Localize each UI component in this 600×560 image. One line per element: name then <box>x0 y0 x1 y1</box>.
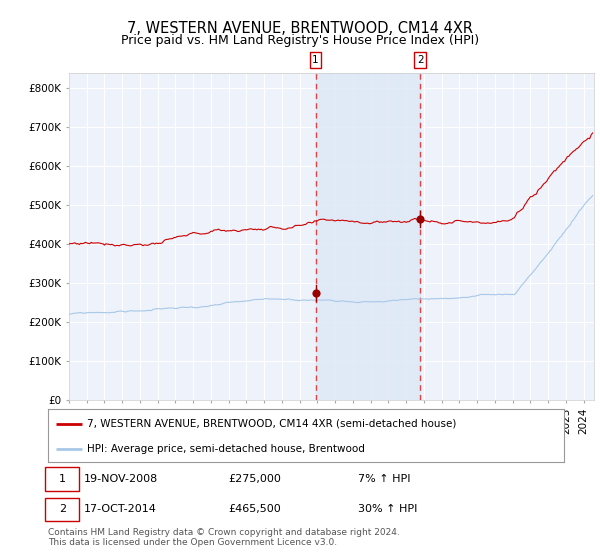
Text: 2: 2 <box>417 55 424 65</box>
Text: £275,000: £275,000 <box>229 474 281 484</box>
Text: 2: 2 <box>59 505 66 515</box>
FancyBboxPatch shape <box>46 498 79 521</box>
Text: 1: 1 <box>59 474 65 484</box>
Text: 7% ↑ HPI: 7% ↑ HPI <box>358 474 410 484</box>
Point <box>415 214 425 223</box>
Text: 7, WESTERN AVENUE, BRENTWOOD, CM14 4XR (semi-detached house): 7, WESTERN AVENUE, BRENTWOOD, CM14 4XR (… <box>86 419 456 429</box>
Bar <box>316 73 420 400</box>
Text: Contains HM Land Registry data © Crown copyright and database right 2024.
This d: Contains HM Land Registry data © Crown c… <box>48 528 400 547</box>
Text: 17-OCT-2014: 17-OCT-2014 <box>84 505 157 515</box>
Text: 19-NOV-2008: 19-NOV-2008 <box>84 474 158 484</box>
FancyBboxPatch shape <box>46 467 79 491</box>
Text: 7, WESTERN AVENUE, BRENTWOOD, CM14 4XR: 7, WESTERN AVENUE, BRENTWOOD, CM14 4XR <box>127 21 473 36</box>
Text: £465,500: £465,500 <box>229 505 281 515</box>
Text: HPI: Average price, semi-detached house, Brentwood: HPI: Average price, semi-detached house,… <box>86 444 365 454</box>
Point <box>311 288 320 297</box>
Text: 1: 1 <box>312 55 319 65</box>
Text: Price paid vs. HM Land Registry's House Price Index (HPI): Price paid vs. HM Land Registry's House … <box>121 34 479 46</box>
Text: 30% ↑ HPI: 30% ↑ HPI <box>358 505 417 515</box>
